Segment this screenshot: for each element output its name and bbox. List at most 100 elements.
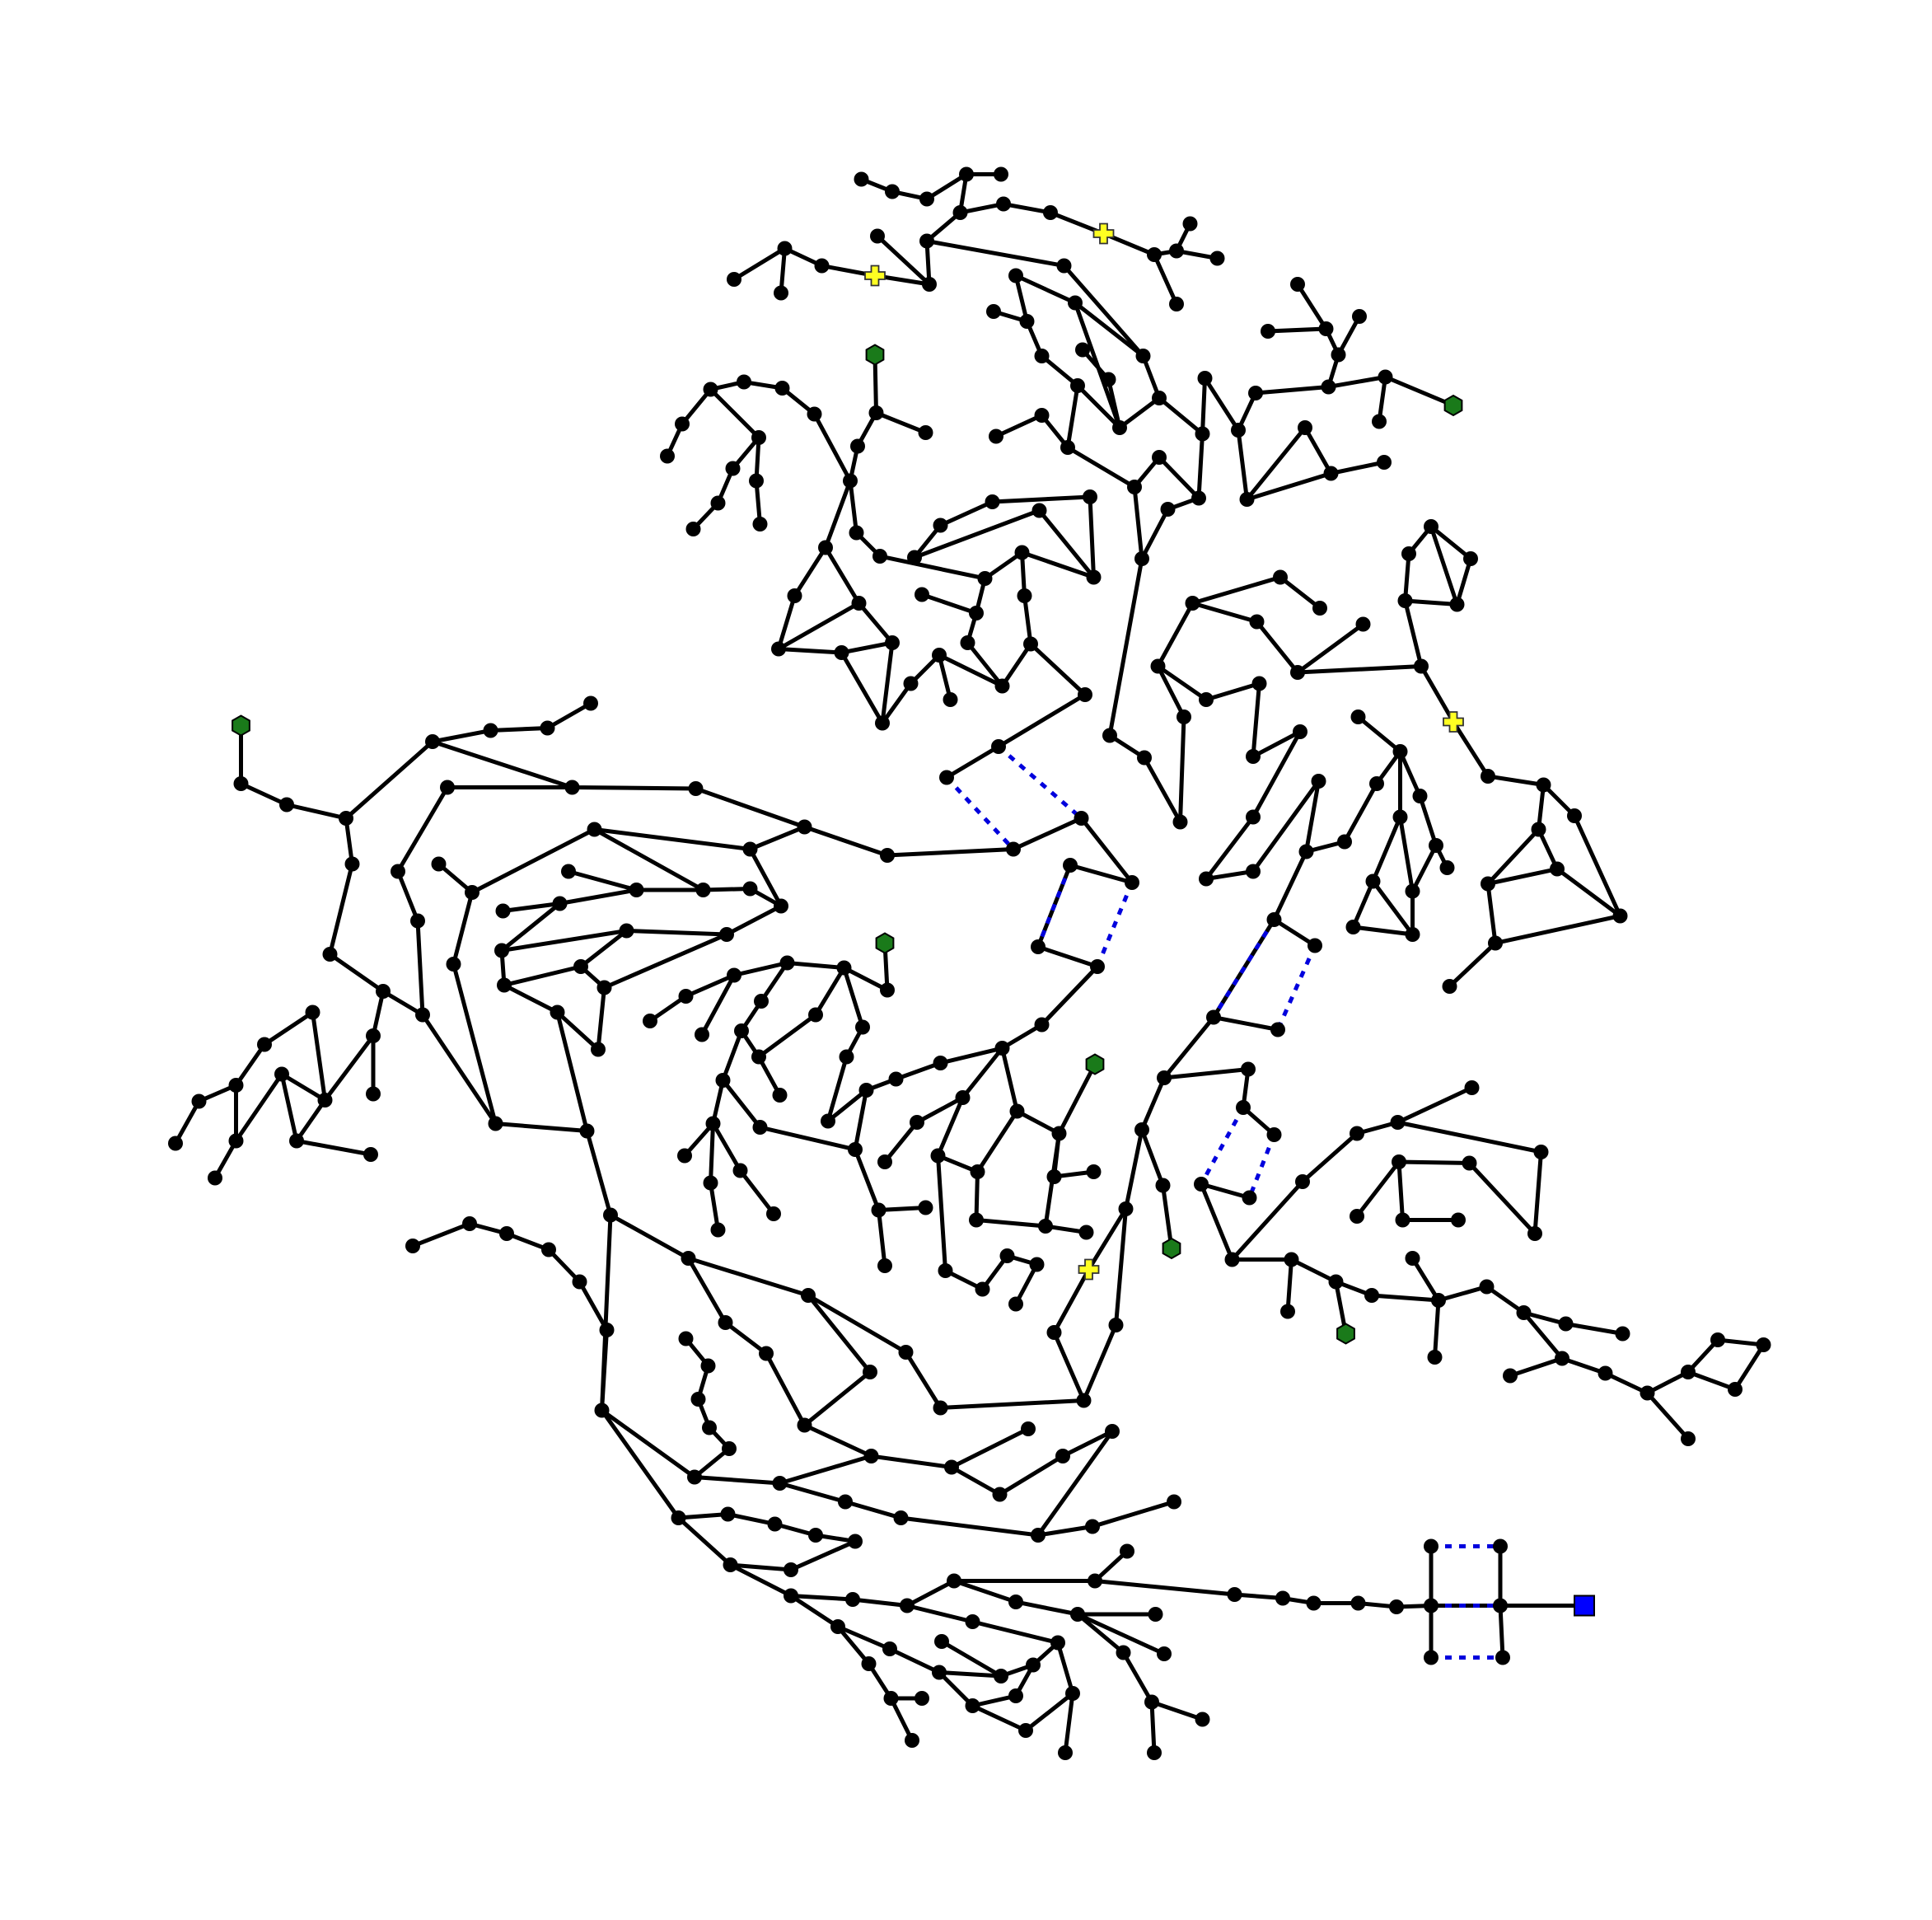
bus-node — [1531, 822, 1546, 837]
line — [1051, 1206, 1128, 1403]
line — [994, 413, 1044, 438]
bus-node — [1405, 883, 1420, 899]
bus-node — [168, 1136, 183, 1151]
bus-node — [1157, 1070, 1172, 1085]
bus-node — [1756, 1337, 1771, 1352]
line — [1199, 1085, 1474, 1264]
bus-node — [695, 1027, 709, 1042]
bus-node — [1231, 423, 1246, 438]
bus-node — [1479, 1279, 1495, 1295]
open-switch — [997, 745, 1083, 820]
bus-node — [759, 1346, 774, 1361]
bus-node — [893, 1510, 909, 1525]
line — [1398, 815, 1415, 893]
line — [600, 1408, 863, 1572]
bus-node — [1008, 1688, 1023, 1703]
line — [939, 1639, 1003, 1679]
bus-node — [863, 1449, 879, 1463]
line — [585, 1129, 873, 1429]
bus-node — [690, 1392, 706, 1407]
bus-node — [715, 1073, 731, 1088]
switch-layer — [945, 745, 1503, 1660]
bus-node — [994, 678, 1010, 694]
bus-node — [1195, 1712, 1210, 1727]
line — [1199, 1182, 1251, 1200]
bus-node — [1246, 809, 1261, 825]
bus-node — [1108, 1318, 1124, 1332]
open-switch — [945, 775, 1015, 851]
bus-node — [1321, 379, 1336, 395]
line — [292, 1033, 376, 1157]
bus-node — [1295, 1174, 1310, 1189]
bus-node — [718, 1315, 733, 1330]
bus-node — [814, 258, 830, 274]
bus-node — [992, 1487, 1008, 1502]
bus-node — [870, 228, 885, 244]
bus-node — [1355, 616, 1371, 632]
bus-node — [1481, 876, 1495, 892]
line — [1157, 396, 1205, 500]
bus-node — [872, 549, 887, 564]
bus-node — [907, 550, 922, 565]
bus-node — [991, 739, 1006, 754]
bus-node — [431, 856, 447, 872]
bus-node — [678, 989, 694, 1004]
line — [882, 1046, 1004, 1164]
bus-node — [932, 1665, 947, 1680]
bus-node — [1536, 777, 1551, 793]
bus-node — [1345, 920, 1361, 934]
bus-node — [483, 723, 498, 738]
bus-node — [339, 811, 353, 826]
bus-node — [851, 596, 867, 611]
bus-node — [752, 517, 768, 532]
bus-node — [561, 864, 576, 879]
bus-node — [1078, 1225, 1094, 1240]
line — [937, 1670, 1075, 1733]
bus-node — [994, 166, 1008, 182]
line — [965, 611, 1004, 688]
bus-node — [727, 272, 741, 287]
bus-node — [1442, 979, 1457, 994]
bus-node — [821, 1113, 835, 1129]
bus-node — [774, 381, 790, 396]
bus-node — [1550, 861, 1565, 877]
bus-node — [1405, 927, 1420, 942]
line — [395, 785, 450, 1017]
bus-node — [1051, 1126, 1067, 1141]
bus-node — [754, 994, 769, 1009]
bus-node — [1372, 414, 1387, 429]
bus-node — [848, 1142, 863, 1157]
external-grid-icon — [1574, 1595, 1595, 1617]
bus-node — [1681, 1431, 1696, 1446]
bus-node — [1021, 1421, 1036, 1436]
bus-node — [322, 947, 338, 962]
generator-icon — [1443, 394, 1463, 417]
bus-node — [965, 1698, 980, 1713]
bus-node — [1312, 601, 1327, 616]
bus-node — [752, 1120, 768, 1135]
bus-node — [1451, 1212, 1466, 1228]
bus-node — [1125, 875, 1139, 890]
bus-node — [1246, 864, 1261, 879]
bus-node — [705, 1116, 721, 1131]
bus-node — [1056, 258, 1072, 274]
open-switch — [1247, 1134, 1276, 1199]
open-switch — [1036, 864, 1073, 948]
bus-node — [1169, 243, 1184, 259]
bus-node — [1392, 1154, 1406, 1169]
generator-icon — [1336, 1323, 1355, 1345]
bus-node — [774, 898, 788, 914]
line — [410, 1221, 610, 1412]
bus-node — [1043, 205, 1058, 220]
line — [1396, 1159, 1461, 1222]
bus-node — [1261, 324, 1275, 339]
bus-node — [960, 635, 975, 650]
bus-node — [671, 1510, 686, 1525]
bus-node — [1280, 1304, 1295, 1319]
bus-node — [1555, 1351, 1569, 1366]
line — [592, 827, 784, 908]
bus-node — [1224, 1252, 1240, 1267]
bus-node — [777, 241, 793, 256]
bus-node — [603, 1207, 618, 1223]
line — [1245, 471, 1333, 502]
